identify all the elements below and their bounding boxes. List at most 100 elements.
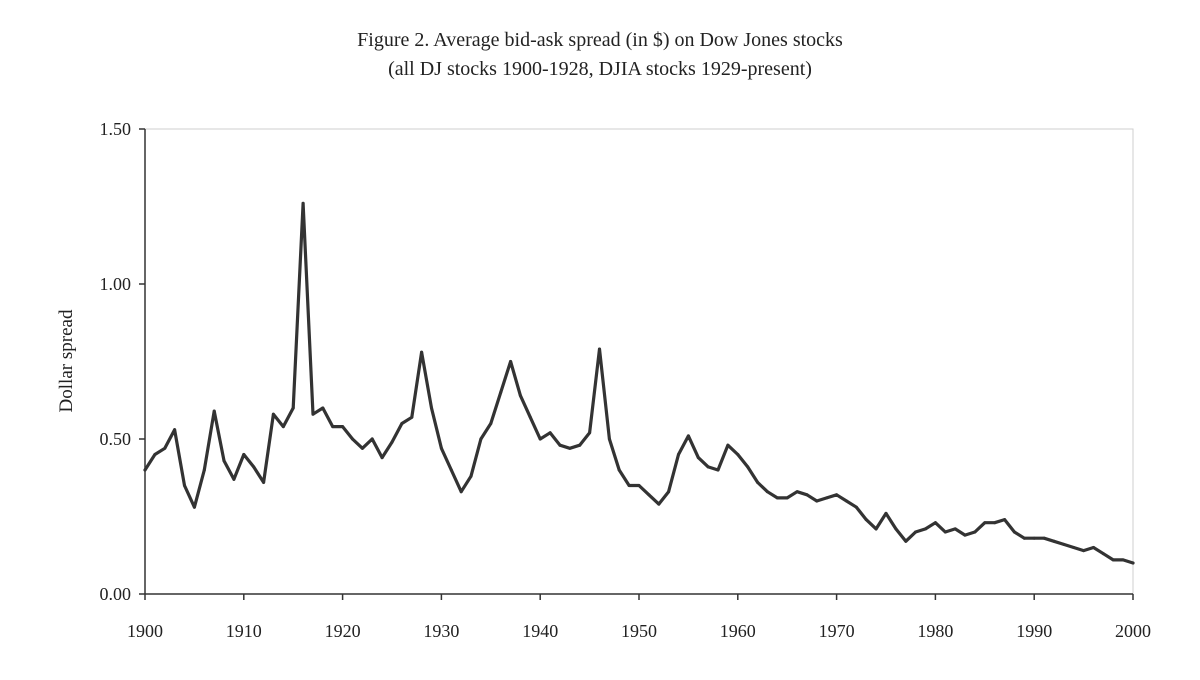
- data-point-1956: [696, 456, 700, 460]
- x-tick-label: 1900: [127, 621, 163, 641]
- data-point-1951: [647, 493, 651, 497]
- data-point-1974: [874, 527, 878, 531]
- data-point-1975: [884, 511, 888, 515]
- data-point-1976: [894, 527, 898, 531]
- data-point-1996: [1092, 546, 1095, 549]
- data-point-1988: [1012, 530, 1016, 534]
- data-point-1961: [746, 465, 750, 469]
- data-point-1932: [459, 490, 463, 494]
- data-point-1968: [815, 499, 819, 503]
- series-line: [143, 201, 1135, 565]
- y-tick-label: 1.00: [100, 274, 132, 294]
- data-point-1964: [775, 496, 779, 500]
- data-point-1943: [568, 446, 572, 450]
- data-point-1954: [677, 453, 680, 456]
- data-point-1912: [262, 480, 266, 484]
- data-point-1938: [518, 394, 522, 398]
- data-point-1925: [390, 440, 394, 444]
- data-point-1992: [1052, 539, 1056, 543]
- data-point-1940: [538, 437, 542, 441]
- data-point-1998: [1111, 558, 1115, 562]
- data-point-1947: [607, 437, 611, 441]
- x-tick-label: 1970: [819, 621, 855, 641]
- data-point-1935: [489, 422, 493, 425]
- data-point-1922: [360, 446, 364, 450]
- y-tick-label: 0.50: [100, 429, 132, 449]
- data-point-1958: [716, 468, 720, 472]
- data-point-1918: [321, 406, 325, 410]
- x-tick-label: 1980: [917, 621, 953, 641]
- data-point-1969: [825, 496, 829, 500]
- data-point-1923: [370, 437, 374, 441]
- data-point-1903: [173, 428, 177, 432]
- data-point-1959: [726, 443, 730, 447]
- data-point-1937: [509, 360, 513, 363]
- data-point-1985: [983, 521, 987, 525]
- data-point-1971: [845, 499, 848, 503]
- data-point-1934: [479, 437, 483, 441]
- data-point-1917: [311, 412, 315, 416]
- data-point-1991: [1042, 536, 1046, 540]
- data-point-1967: [805, 493, 809, 497]
- data-point-1997: [1101, 552, 1105, 556]
- data-point-1910: [242, 453, 246, 456]
- data-point-1914: [281, 425, 285, 429]
- data-point-1946: [598, 347, 601, 351]
- y-tick-label: 1.50: [100, 119, 132, 139]
- data-point-1993: [1062, 542, 1066, 546]
- x-tick-label: 1940: [522, 621, 558, 641]
- data-point-1989: [1022, 536, 1026, 540]
- data-point-1933: [469, 474, 473, 478]
- data-point-1929: [430, 406, 433, 410]
- data-point-1979: [924, 527, 927, 531]
- data-point-1927: [410, 415, 414, 419]
- data-point-1905: [192, 505, 196, 509]
- data-point-1930: [439, 446, 443, 450]
- data-point-1987: [1003, 518, 1007, 522]
- data-point-1902: [163, 446, 167, 450]
- data-point-1926: [400, 422, 404, 425]
- y-axis: 0.00 0.50 1.00 1.50: [100, 119, 146, 604]
- data-point-1901: [153, 453, 157, 456]
- data-point-1948: [617, 468, 621, 472]
- data-point-1950: [637, 484, 641, 487]
- data-point-1941: [548, 431, 552, 435]
- data-point-1972: [854, 505, 858, 509]
- data-point-2000: [1131, 561, 1135, 565]
- data-point-1963: [765, 490, 769, 494]
- data-point-1955: [686, 434, 690, 438]
- x-tick-label: 1990: [1016, 621, 1052, 641]
- data-point-1986: [993, 521, 997, 525]
- chart-title: Figure 2. Average bid-ask spread (in $) …: [357, 29, 843, 51]
- data-point-1978: [914, 530, 918, 534]
- x-axis: 1900 1910 1920 1930 1940 1950 1960 1970 1980 1990…: [127, 593, 1151, 641]
- data-point-1936: [499, 391, 503, 394]
- data-point-1957: [706, 465, 710, 469]
- data-point-1953: [667, 490, 671, 494]
- data-point-1994: [1072, 546, 1076, 549]
- y-tick-label: 0.00: [100, 584, 132, 604]
- data-point-1952: [657, 502, 661, 506]
- data-point-1911: [252, 465, 256, 469]
- data-point-1900: [143, 468, 147, 472]
- data-point-1928: [420, 350, 424, 354]
- data-point-1973: [864, 518, 868, 522]
- x-tick-label: 2000: [1115, 621, 1151, 641]
- data-point-1949: [627, 484, 631, 487]
- data-point-1919: [331, 425, 335, 429]
- data-point-1916: [301, 201, 305, 205]
- data-point-1995: [1082, 549, 1086, 553]
- data-point-1939: [528, 415, 532, 419]
- data-point-1913: [271, 412, 275, 416]
- data-point-1982: [953, 527, 957, 531]
- data-point-1906: [202, 468, 206, 472]
- data-point-1907: [212, 409, 216, 413]
- data-point-1920: [341, 425, 345, 429]
- data-point-1909: [232, 477, 236, 481]
- series-group: [143, 201, 1135, 565]
- data-point-1904: [183, 484, 186, 487]
- x-tick-label: 1960: [720, 621, 756, 641]
- chart-subtitle: (all DJ stocks 1900-1928, DJIA stocks 19…: [388, 58, 812, 80]
